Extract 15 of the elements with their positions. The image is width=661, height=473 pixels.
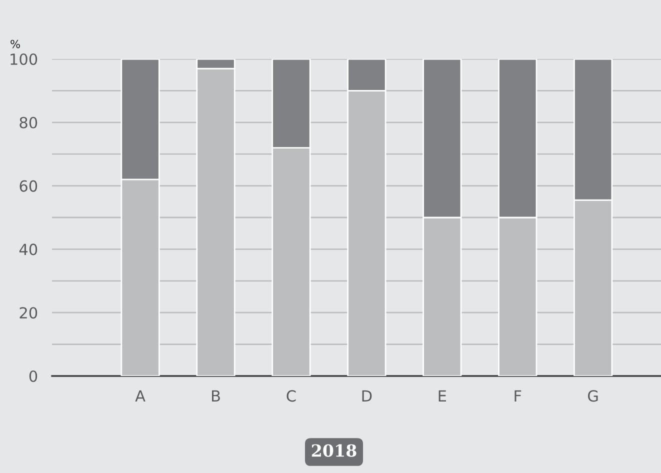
x-axis-title: 2018	[312, 444, 356, 457]
y-axis-title: %	[10, 40, 20, 48]
x-tick-label: F	[514, 390, 522, 402]
y-tick-label: 20	[20, 307, 38, 319]
y-tick-label: 60	[20, 180, 38, 192]
y-tick-label: 0	[29, 370, 38, 382]
x-tick-label: A	[135, 390, 146, 402]
y-tick-label: 40	[19, 244, 38, 256]
x-tick-label: G	[588, 390, 598, 402]
y-tick-label: 80	[20, 116, 38, 128]
x-tick-label: D	[362, 390, 372, 402]
x-tick-label: B	[212, 390, 220, 402]
x-tick-label: E	[438, 390, 446, 402]
y-tick-label: 100	[10, 53, 38, 66]
x-tick-label: C	[286, 390, 296, 402]
